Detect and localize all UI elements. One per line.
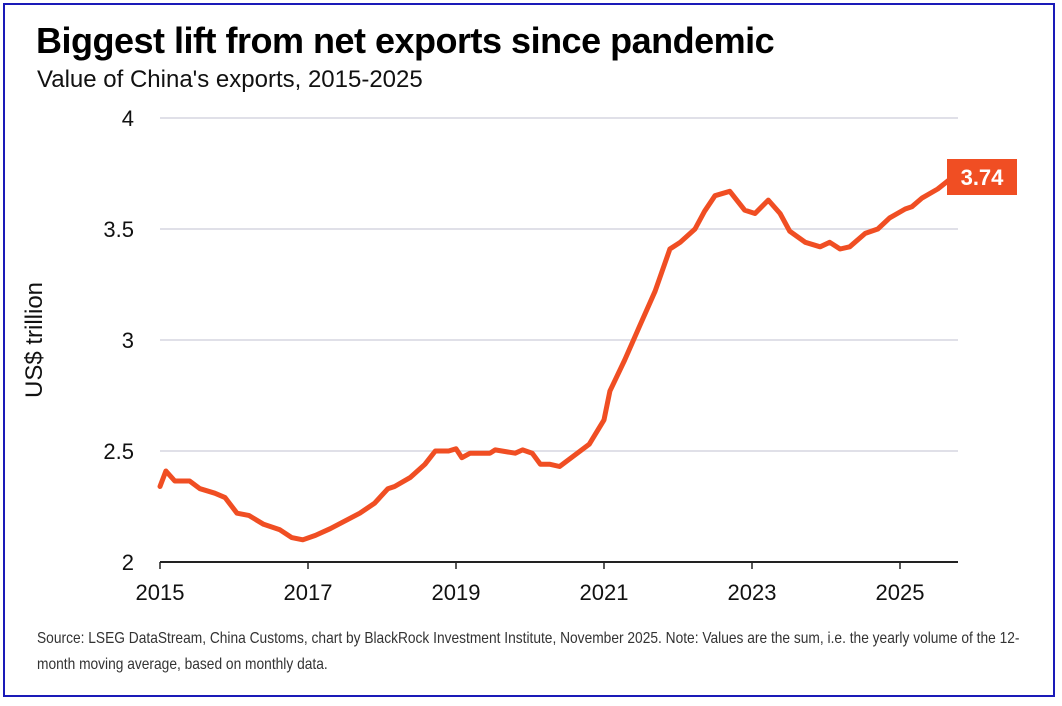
x-tick-label: 2019	[432, 580, 481, 605]
end-value-label: 3.74	[961, 165, 1005, 190]
end-value-label-box	[947, 159, 1017, 195]
x-tick-label: 2025	[876, 580, 925, 605]
y-axis-label: US$ trillion	[21, 282, 48, 398]
x-tick-label: 2023	[728, 580, 777, 605]
y-tick-label: 3	[122, 328, 134, 353]
x-tick-label: 2021	[580, 580, 629, 605]
series-line	[157, 173, 958, 543]
y-tick-label: 4	[122, 106, 134, 131]
y-tick-label: 3.5	[103, 217, 134, 242]
x-tick-label: 2015	[136, 580, 185, 605]
source-note: Source: LSEG DataStream, China Customs, …	[37, 630, 1020, 673]
chart-frame	[3, 3, 1055, 697]
y-tick-label: 2	[122, 550, 134, 575]
y-tick-label: 2.5	[103, 439, 134, 464]
x-tick-label: 2017	[284, 580, 333, 605]
chart-title: Biggest lift from net exports since pand…	[36, 20, 775, 61]
chart-subtitle: Value of China's exports, 2015-2025	[37, 66, 423, 93]
